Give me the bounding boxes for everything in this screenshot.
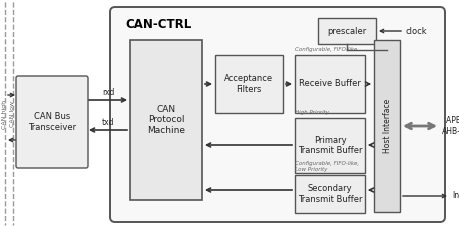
FancyBboxPatch shape: [317, 18, 375, 44]
FancyBboxPatch shape: [214, 55, 282, 113]
Text: Interrupt: Interrupt: [451, 191, 459, 201]
FancyBboxPatch shape: [16, 76, 88, 168]
FancyBboxPatch shape: [130, 40, 202, 200]
Text: High Priority: High Priority: [294, 110, 328, 115]
Text: Primary
Transmit Buffer: Primary Transmit Buffer: [297, 136, 362, 155]
Text: prescaler: prescaler: [327, 27, 366, 35]
Text: Host Interface: Host Interface: [382, 99, 391, 153]
Text: rxd: rxd: [101, 88, 114, 97]
FancyBboxPatch shape: [294, 55, 364, 113]
Text: txd: txd: [101, 118, 114, 127]
FancyBboxPatch shape: [110, 7, 444, 222]
Text: Receive Buffer: Receive Buffer: [298, 79, 360, 88]
Text: Configurable, FIFO-like: Configurable, FIFO-like: [294, 47, 357, 52]
Text: CAN high: CAN high: [2, 99, 7, 128]
FancyBboxPatch shape: [294, 175, 364, 213]
Text: Configurable, FIFO-like,
Low Priority: Configurable, FIFO-like, Low Priority: [294, 161, 358, 172]
Text: CAN Bus
Transceiver: CAN Bus Transceiver: [28, 112, 76, 132]
Text: CAN
Protocol
Machine: CAN Protocol Machine: [147, 105, 185, 135]
Text: clock: clock: [404, 27, 425, 35]
FancyBboxPatch shape: [373, 40, 399, 212]
Text: APB or
AHB-Lite: APB or AHB-Lite: [441, 116, 459, 136]
FancyBboxPatch shape: [294, 118, 364, 173]
Text: CAN-CTRL: CAN-CTRL: [125, 18, 191, 31]
Text: Acceptance
Filters: Acceptance Filters: [224, 74, 273, 94]
Text: Secondary
Transmit Buffer: Secondary Transmit Buffer: [297, 184, 362, 204]
Text: CAN low: CAN low: [11, 101, 16, 127]
